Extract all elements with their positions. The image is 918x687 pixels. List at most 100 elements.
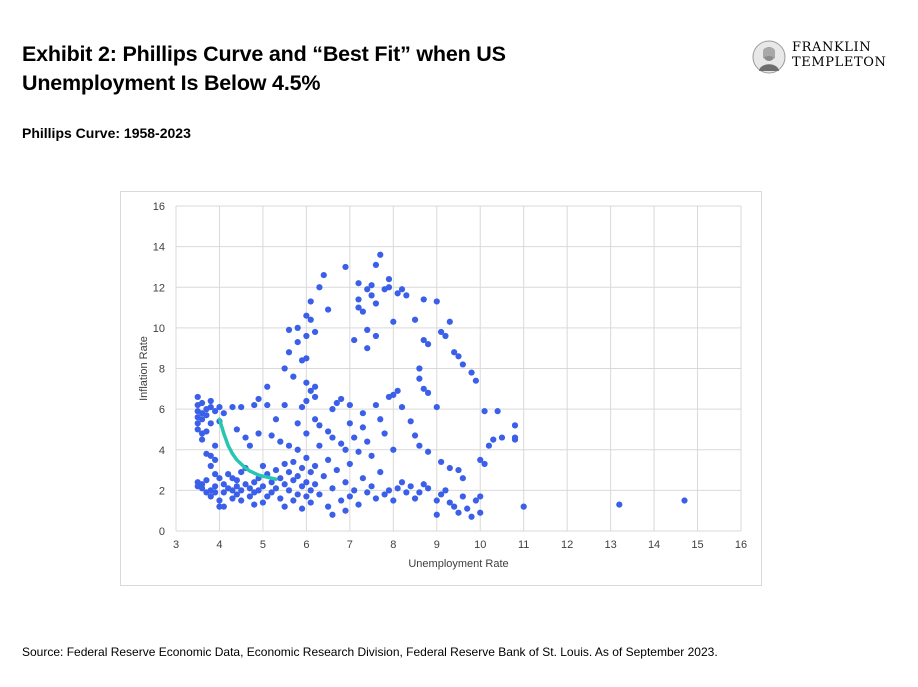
data-point (251, 479, 258, 486)
data-point (303, 312, 310, 319)
data-point (198, 399, 206, 407)
data-point (511, 434, 519, 441)
y-tick-label: 14 (153, 242, 165, 254)
data-point (338, 497, 345, 504)
data-point (416, 489, 423, 496)
data-point (438, 328, 445, 336)
franklin-portrait-icon (752, 40, 786, 74)
data-point (277, 495, 284, 502)
data-point (255, 430, 262, 437)
data-point (355, 296, 362, 303)
data-point (351, 434, 358, 441)
data-point (316, 442, 323, 449)
data-point (472, 497, 479, 504)
data-point (238, 497, 245, 504)
data-point (212, 408, 219, 415)
data-point (290, 458, 297, 466)
data-point (259, 483, 267, 490)
data-point (325, 456, 332, 464)
data-point (438, 491, 445, 498)
data-point (194, 393, 201, 401)
y-tick-label: 0 (159, 526, 165, 538)
data-point (424, 341, 432, 348)
data-point (407, 418, 414, 425)
page-title: Exhibit 2: Phillips Curve and “Best Fit”… (22, 42, 506, 95)
data-point (307, 316, 314, 323)
y-tick-label: 8 (159, 364, 165, 376)
data-point (303, 479, 310, 486)
data-point (394, 387, 401, 394)
data-point (364, 326, 371, 334)
data-point (459, 493, 466, 500)
data-point (229, 487, 236, 494)
data-point (225, 471, 232, 478)
data-point (285, 468, 293, 476)
data-point (446, 318, 453, 325)
data-point (359, 410, 366, 417)
data-point (364, 438, 371, 445)
x-tick-label: 16 (735, 539, 747, 551)
x-tick-label: 4 (216, 539, 222, 551)
logo-line-2: TEMPLETON (792, 55, 887, 70)
source-note: Source: Federal Reserve Economic Data, E… (22, 645, 718, 659)
data-point (285, 349, 293, 356)
data-point (359, 475, 366, 482)
data-point (398, 403, 406, 411)
data-point (251, 501, 258, 508)
data-point (468, 369, 475, 376)
data-point (355, 448, 362, 455)
data-point (359, 308, 366, 315)
data-point (368, 483, 375, 490)
franklin-templeton-logo: FRANKLIN TEMPLETON (752, 40, 902, 74)
data-point (307, 298, 314, 305)
data-point (424, 485, 432, 492)
data-point (477, 509, 484, 516)
y-axis-label: Inflation Rate (138, 336, 150, 401)
data-point (364, 286, 371, 293)
data-point (294, 338, 301, 346)
x-tick-label: 15 (691, 539, 703, 551)
data-point (377, 468, 384, 476)
data-point (242, 434, 249, 441)
data-point (477, 456, 484, 464)
data-point (329, 511, 336, 518)
data-point (338, 440, 345, 447)
data-point (307, 387, 314, 394)
x-tick-label: 11 (518, 539, 529, 551)
y-tick-label: 6 (159, 404, 165, 416)
data-point (424, 448, 432, 455)
data-point (394, 290, 401, 297)
phillips-curve-chart: 3 4 5 6 7 8 9 10 11 12 13 14 15 16 0 2 4 6 8 10 12 14 16 Unempl… (138, 201, 747, 570)
data-point (390, 318, 397, 325)
x-tick-label: 13 (604, 539, 616, 551)
data-point (285, 487, 293, 494)
data-point (494, 408, 501, 415)
data-point (342, 263, 349, 271)
data-point (212, 483, 219, 490)
data-point (251, 401, 258, 409)
data-point (468, 513, 475, 520)
data-point (407, 483, 414, 490)
data-point (372, 332, 380, 340)
data-point (311, 481, 319, 488)
data-point (303, 430, 310, 437)
data-point (520, 503, 527, 510)
data-point (394, 485, 401, 492)
data-point (294, 324, 301, 331)
y-tick-label: 16 (153, 201, 165, 213)
data-point (320, 473, 327, 480)
best-fit-curve (217, 417, 278, 481)
data-point (359, 424, 366, 431)
data-point (194, 426, 201, 433)
data-point (259, 499, 267, 506)
data-point (229, 403, 236, 411)
data-point (368, 282, 375, 289)
x-tick-label: 10 (474, 539, 486, 551)
data-point (259, 462, 267, 470)
data-point (364, 345, 371, 352)
data-point (355, 280, 362, 287)
data-point (307, 468, 314, 476)
data-point (216, 503, 223, 510)
x-tick-label: 8 (390, 539, 396, 551)
data-point (433, 298, 440, 305)
